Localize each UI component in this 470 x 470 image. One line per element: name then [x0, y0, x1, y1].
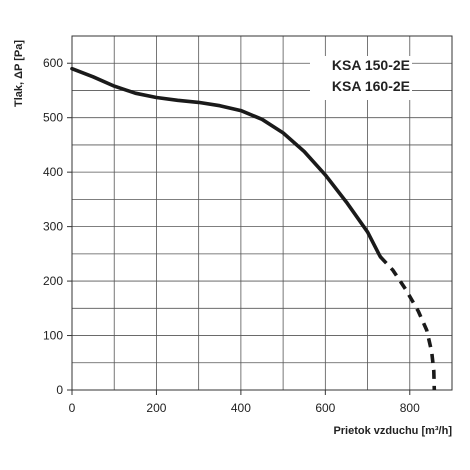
model-annotations: KSA 150-2E KSA 160-2E — [310, 56, 412, 100]
fan-curve-extrapolated — [378, 255, 437, 391]
series — [70, 66, 437, 391]
axes — [67, 35, 453, 395]
x-tick-label: 200 — [146, 401, 166, 415]
annotation-background — [310, 56, 412, 100]
y-tick-label: 300 — [43, 220, 63, 234]
x-tick-label: 600 — [315, 401, 335, 415]
fan-curve — [70, 66, 382, 259]
plot-frame — [71, 35, 453, 391]
y-tick-label: 400 — [43, 165, 63, 179]
x-tick-label: 400 — [231, 401, 251, 415]
y-tick-label: 500 — [43, 111, 63, 125]
y-tick-label: 600 — [43, 56, 63, 70]
model-label: KSA 150-2E — [332, 57, 410, 73]
x-axis-title: Prietok vzduchu [m³/h] — [333, 425, 452, 437]
x-tick-label: 800 — [400, 401, 420, 415]
y-tick-label: 0 — [56, 383, 63, 397]
y-axis-title: Tlak, ΔP [Pa] — [13, 40, 25, 107]
x-tick-label: 0 — [69, 401, 76, 415]
labels: 0 200 400 600 800 0 100 200 300 400 500 600 Prietok … — [13, 40, 452, 437]
model-label: KSA 160-2E — [332, 78, 410, 94]
y-tick-label: 200 — [43, 274, 63, 288]
y-tick-label: 100 — [43, 329, 63, 343]
